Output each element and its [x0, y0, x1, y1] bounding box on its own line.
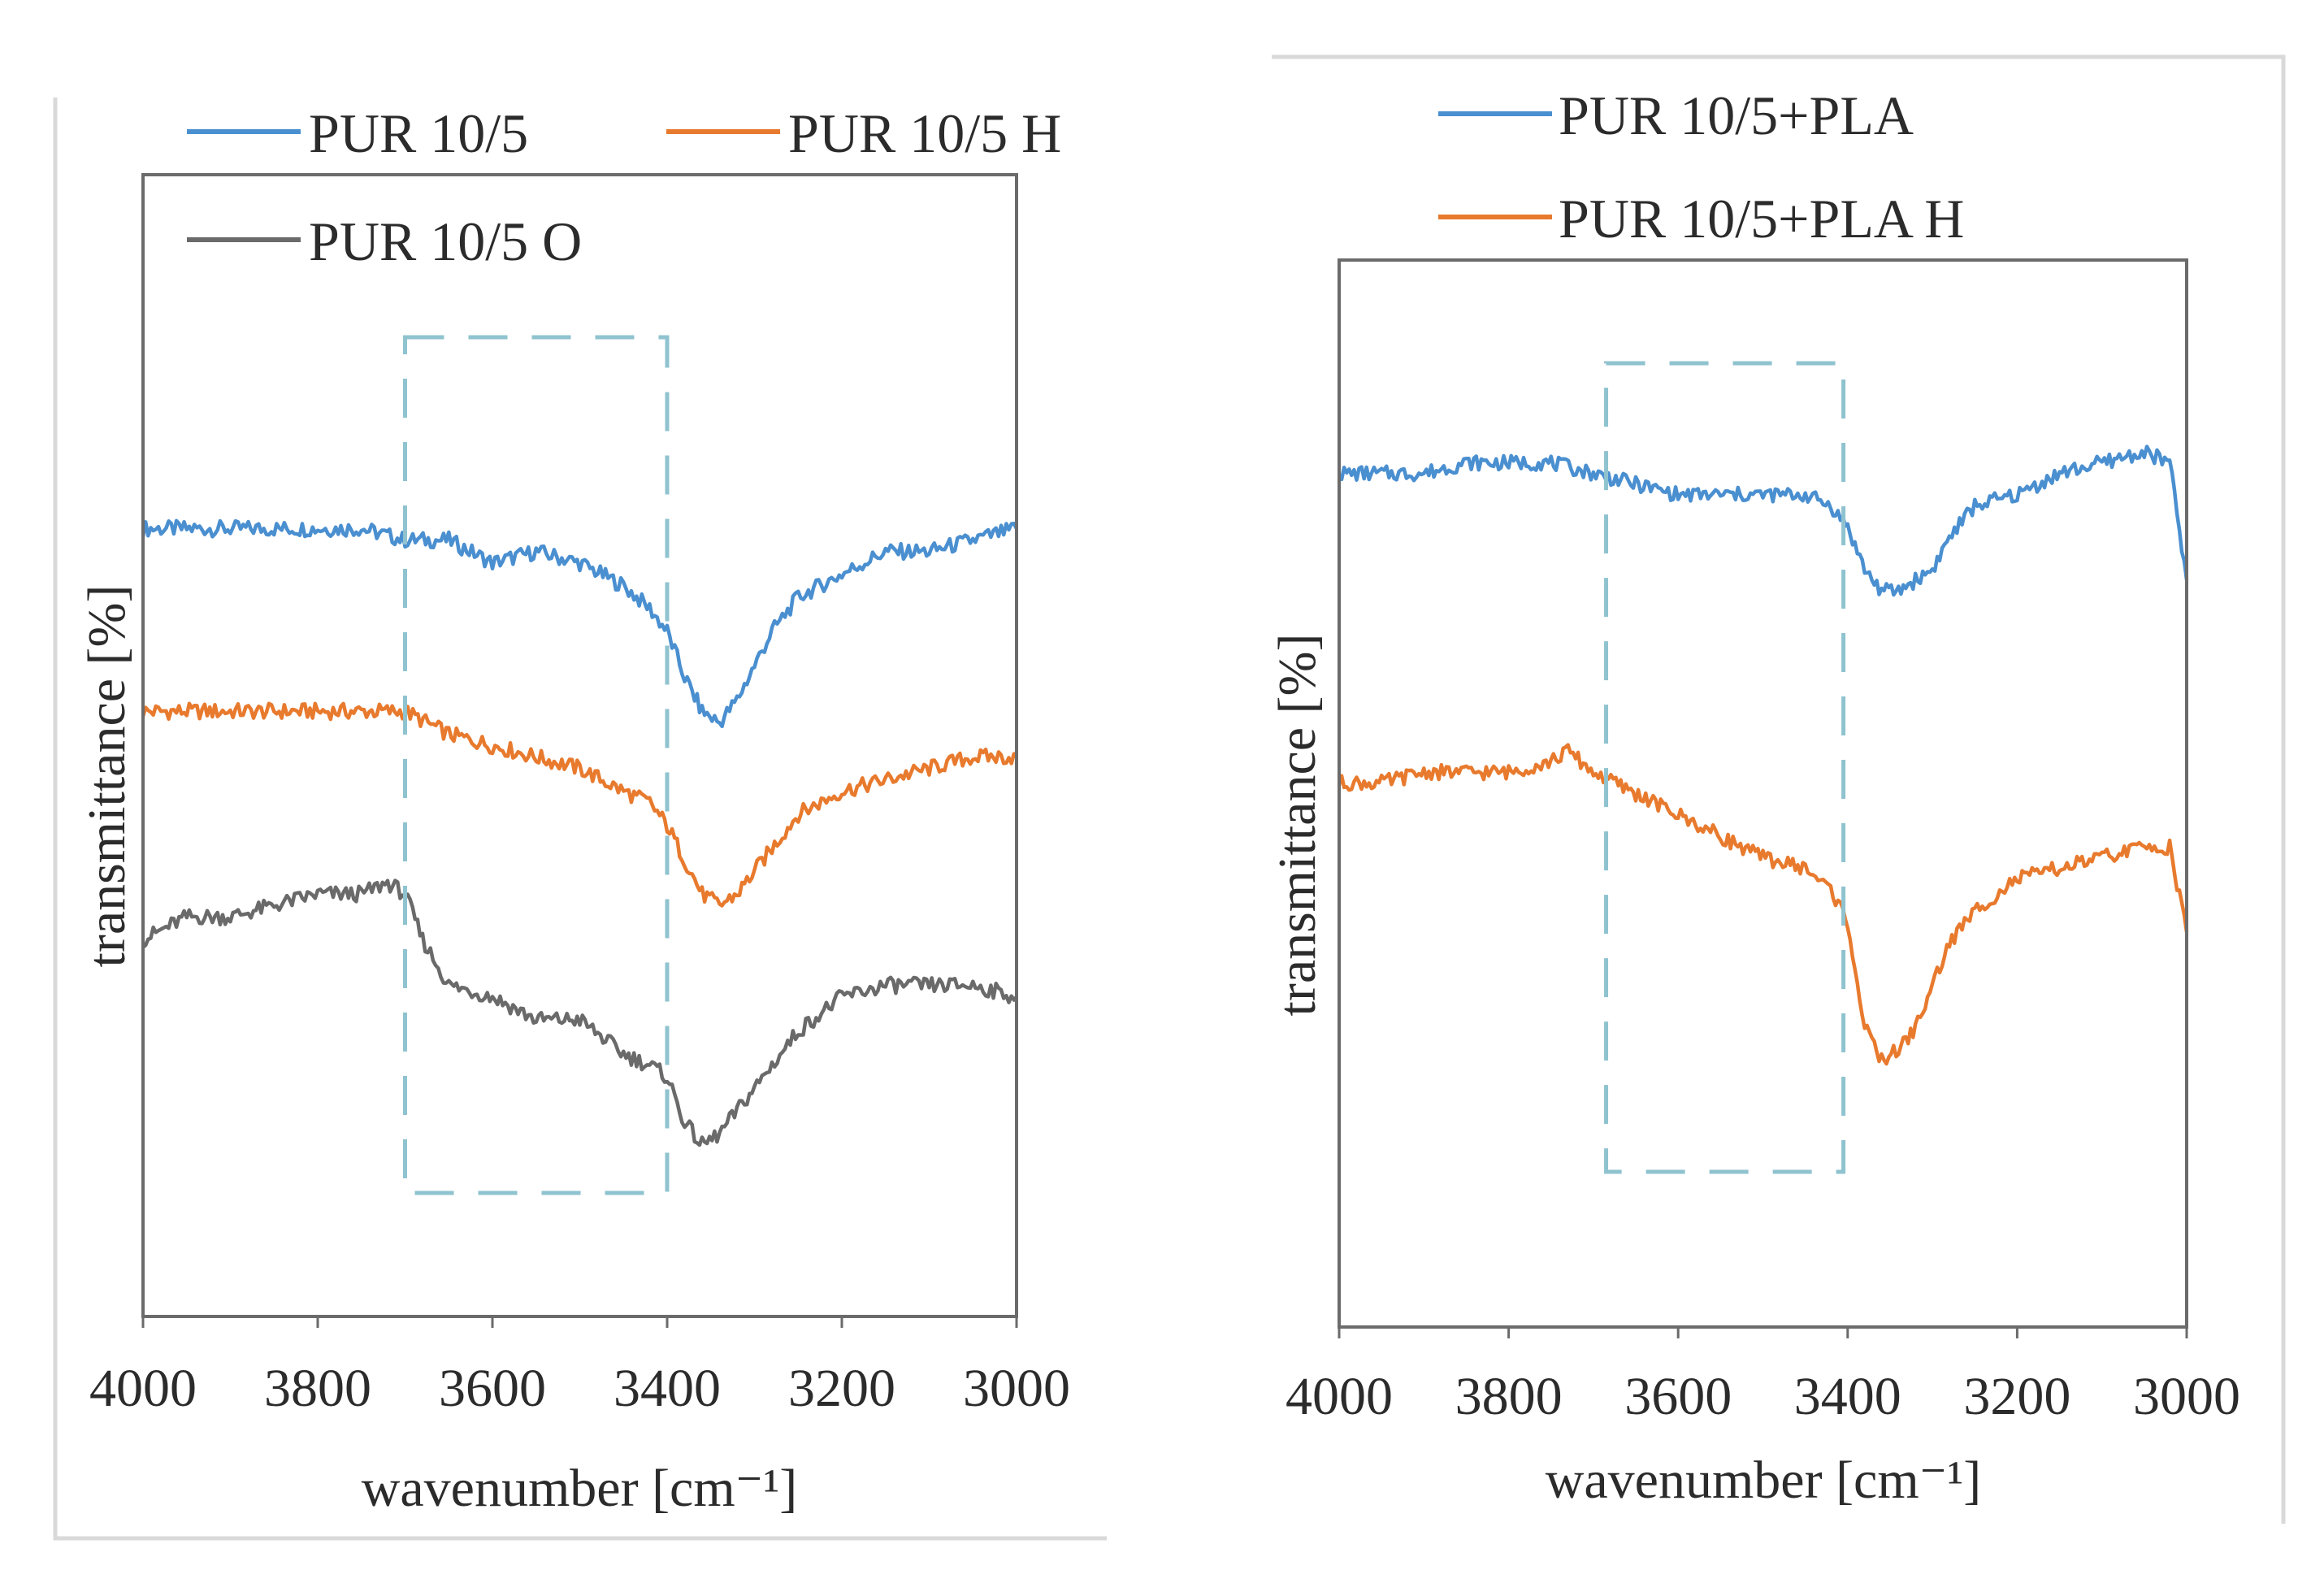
left-x-tick-label-3600: 3600 [439, 1359, 546, 1418]
left-legend-label-3: PUR 10/5 O [309, 210, 582, 272]
left-x-tick-label-3200: 3200 [788, 1359, 895, 1418]
left-legend: PUR 10/5 PUR 10/5 H PUR 10/5 O [187, 102, 1061, 272]
left-series-1-line [141, 518, 1019, 729]
left-series-layer [141, 518, 1019, 1147]
right-x-axis-label: wavenumber [cm⁻¹] [1546, 1451, 1982, 1510]
right-panel-border [1272, 54, 2286, 1524]
right-x-tick-label-3400: 3400 [1794, 1367, 1901, 1426]
right-series-layer [1337, 445, 2189, 1066]
left-x-tick-label-3800: 3800 [264, 1359, 371, 1418]
left-x-tick-label-3000: 3000 [963, 1359, 1070, 1418]
left-highlight-box [403, 335, 670, 1195]
right-x-tick-label-4000: 4000 [1286, 1367, 1393, 1426]
right-x-tick-label-3000: 3000 [2133, 1367, 2240, 1426]
left-series-3-line [141, 878, 1018, 1147]
left-chart: PUR 10/5 PUR 10/5 H PUR 10/5 O 4000 3800 3… [77, 102, 1070, 1518]
left-legend-label-1: PUR 10/5 [309, 102, 528, 164]
right-legend-label-2: PUR 10/5+PLA H [1559, 188, 1964, 249]
left-y-axis-label: transmittance [%] [77, 585, 137, 968]
left-x-ticks: 4000 3800 3600 3400 3200 3000 [89, 1316, 1070, 1418]
right-x-tick-label-3800: 3800 [1455, 1367, 1563, 1426]
right-x-ticks: 4000 3800 3600 3400 3200 3000 [1286, 1327, 2240, 1426]
right-legend-label-1: PUR 10/5+PLA [1559, 85, 1914, 146]
right-plot-frame [1338, 258, 2188, 1329]
right-series-2-line [1337, 743, 2189, 1066]
right-x-tick-label-3600: 3600 [1624, 1367, 1732, 1426]
left-x-axis-label: wavenumber [cm⁻¹] [362, 1459, 798, 1518]
right-y-axis-label: transmittance [%] [1268, 634, 1327, 1017]
right-highlight-box [1604, 361, 1846, 1174]
left-series-2-line [141, 701, 1018, 908]
left-x-tick-label-4000: 4000 [89, 1359, 197, 1418]
right-chart: PUR 10/5+PLA PUR 10/5+PLA H 4000 3800 3600… [1268, 85, 2240, 1510]
left-legend-label-2: PUR 10/5 H [788, 102, 1061, 164]
left-panel-border [53, 98, 1107, 1541]
right-series-1-line [1338, 445, 2189, 597]
left-plot-frame [141, 173, 1018, 1318]
right-x-tick-label-3200: 3200 [1963, 1367, 2070, 1426]
right-legend: PUR 10/5+PLA PUR 10/5+PLA H [1438, 85, 1964, 249]
left-x-tick-label-3400: 3400 [614, 1359, 721, 1418]
